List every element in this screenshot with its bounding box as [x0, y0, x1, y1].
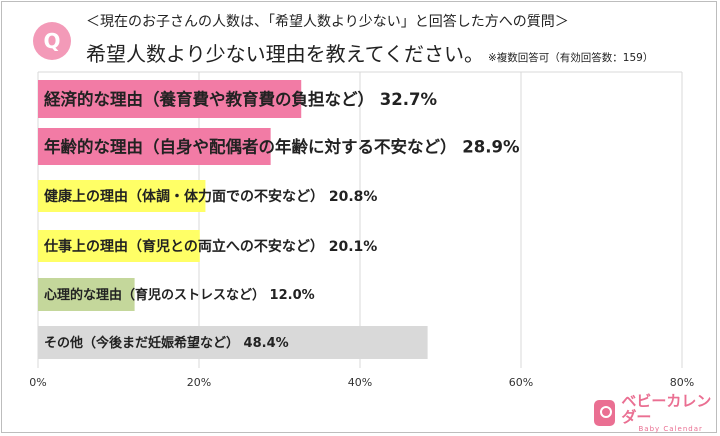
title-text: 希望人数より少ない理由を教えてください。 — [86, 42, 484, 66]
response-note: ※複数回答可（有効回答数：159） — [488, 52, 654, 64]
bar-label: 年齢的な理由（自身や配偶者の年齢に対する不安など） 28.9% — [44, 136, 520, 156]
x-tick-label: 0% — [29, 376, 46, 389]
question-context: ＜現在のお子さんの人数は、「希望人数より少ない」と回答した方への質問＞ — [86, 14, 569, 30]
x-tick-label: 40% — [348, 376, 372, 389]
x-tick-label: 20% — [187, 376, 211, 389]
q-badge: Q — [33, 22, 71, 60]
category-label: 経済的な理由（養育費や教育費の負担など） — [44, 89, 374, 109]
bar-label: 仕事上の理由（育児との両立への不安など） 20.1% — [43, 238, 377, 255]
value-label: 28.9% — [457, 137, 520, 156]
category-label: 心理的な理由（育児のストレスなど） — [44, 287, 265, 303]
bar — [38, 180, 206, 212]
bar — [38, 80, 302, 118]
value-label: 12.0% — [265, 288, 315, 303]
question-title: 希望人数より少ない理由を教えてください。 ※複数回答可（有効回答数：159） — [86, 38, 653, 67]
x-tick-label: 80% — [670, 376, 694, 389]
bar — [38, 326, 428, 359]
logo-text: ベビーカレンダー — [621, 392, 712, 426]
bar — [38, 128, 271, 165]
value-label: 20.8% — [324, 189, 377, 205]
bar — [38, 230, 200, 262]
bar-label: その他（今後まだ妊娠希望など） 48.4% — [44, 335, 289, 351]
x-tick-label: 60% — [509, 376, 533, 389]
category-label: その他（今後まだ妊娠希望など） — [44, 335, 239, 351]
category-label: 年齢的な理由（自身や配偶者の年齢に対する不安など） — [44, 136, 457, 156]
category-label: 仕事上の理由（育児との両立への不安など） — [43, 238, 324, 255]
bar-label: 健康上の理由（体調・体力面での不安など） 20.8% — [44, 188, 377, 205]
logo-subtext: Baby Calendar — [638, 425, 703, 433]
baby-calendar-logo: ベビーカレンダー Baby Calendar — [594, 393, 720, 433]
bar — [38, 278, 135, 311]
category-label: 健康上の理由（体調・体力面での不安など） — [44, 188, 324, 205]
logo-icon — [594, 400, 616, 426]
value-label: 20.1% — [324, 239, 377, 255]
bar-label: 経済的な理由（養育費や教育費の負担など） 32.7% — [44, 89, 437, 109]
bar-label: 心理的な理由（育児のストレスなど） 12.0% — [44, 287, 315, 303]
value-label: 32.7% — [374, 90, 437, 109]
value-label: 48.4% — [239, 336, 289, 351]
